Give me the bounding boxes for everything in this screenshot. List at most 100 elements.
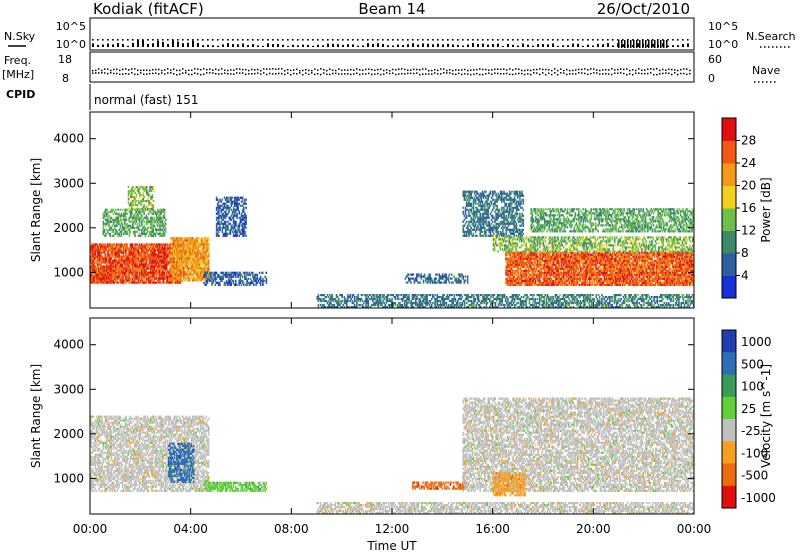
power-cell — [413, 281, 416, 284]
power-cell — [96, 267, 99, 270]
power-cell — [148, 195, 150, 199]
power-cell — [192, 265, 194, 268]
power-cell — [145, 255, 148, 258]
power-cell — [429, 299, 432, 303]
power-cell — [497, 212, 500, 215]
power-cell — [234, 281, 237, 284]
power-cell — [436, 297, 439, 301]
power-cell — [422, 297, 425, 301]
power-cell — [424, 305, 426, 308]
power-cell — [102, 228, 105, 231]
power-cell — [180, 243, 183, 246]
power-cell — [236, 200, 238, 203]
power-cell — [155, 271, 158, 274]
power-cell — [189, 279, 192, 282]
power-cell — [325, 295, 328, 299]
nave-dot — [383, 73, 385, 75]
nave-dot — [431, 73, 433, 75]
power-cell — [188, 265, 191, 268]
power-cell — [338, 301, 340, 305]
power-cell — [96, 245, 99, 248]
power-cell — [137, 265, 140, 268]
power-cell — [188, 271, 191, 274]
power-cell — [202, 259, 204, 262]
power-cell — [206, 263, 209, 266]
power-cell — [138, 220, 141, 223]
power-cell — [116, 253, 118, 256]
nsearch-dot — [397, 39, 399, 41]
freq-dot — [182, 68, 184, 70]
nave-dot — [533, 72, 535, 74]
power-cell — [476, 192, 478, 195]
power-cell — [153, 247, 156, 250]
nsky-bar — [267, 43, 269, 47]
power-cell — [428, 299, 431, 303]
power-cell — [145, 205, 148, 209]
power-cell — [455, 303, 458, 307]
power-cell — [158, 214, 160, 217]
power-cell — [400, 305, 402, 308]
power-cell — [138, 281, 141, 284]
power-cell — [185, 247, 187, 250]
nsky-bar — [654, 40, 656, 48]
power-cell — [505, 228, 508, 231]
power-cell — [130, 201, 132, 205]
power-cell — [137, 267, 140, 270]
power-cell — [97, 257, 100, 260]
nave-dot — [377, 72, 379, 75]
power-cell — [117, 249, 119, 252]
power-cell — [466, 281, 469, 284]
power-cell — [348, 295, 350, 299]
power-cell — [164, 245, 167, 248]
power-cell — [432, 293, 434, 297]
nsearch-dot — [167, 39, 169, 41]
power-cell — [216, 220, 219, 223]
power-cell — [117, 251, 119, 254]
power-cell — [171, 259, 174, 262]
power-cell — [201, 243, 203, 246]
nsearch-dot — [487, 39, 489, 41]
power-cell — [143, 249, 145, 252]
power-cell — [170, 257, 173, 260]
power-cell — [147, 245, 150, 248]
power-cell — [190, 257, 193, 260]
nsearch-dot — [287, 39, 289, 41]
power-cell — [203, 269, 205, 272]
power-cell — [218, 204, 220, 207]
power-cell — [175, 241, 177, 244]
power-cell — [327, 305, 330, 308]
power-cell — [482, 222, 485, 225]
power-cell — [179, 277, 182, 280]
power-cell — [163, 234, 166, 237]
power-cell — [198, 277, 201, 280]
power-cell — [334, 305, 337, 308]
power-cell — [186, 263, 188, 266]
power-cell — [508, 204, 511, 207]
power-cell — [455, 281, 458, 284]
power-cell — [465, 305, 468, 308]
power-cell — [145, 279, 148, 282]
nave-dot — [674, 72, 676, 74]
power-cell — [134, 247, 136, 250]
power-cell — [488, 194, 491, 197]
power-cell — [154, 232, 157, 235]
power-cell — [414, 277, 417, 280]
power-cell — [142, 187, 145, 191]
power-cell — [439, 295, 442, 299]
power-cell — [242, 281, 245, 284]
power-cell — [241, 210, 244, 213]
power-cell — [407, 305, 409, 308]
power-cell — [362, 301, 365, 305]
power-cell — [489, 224, 492, 227]
power-cell — [213, 271, 216, 274]
nsearch-dot — [122, 39, 124, 41]
power-cell — [109, 253, 111, 256]
power-cell — [91, 263, 93, 266]
power-cell — [497, 216, 500, 219]
power-cell — [173, 237, 176, 240]
power-cell — [137, 189, 140, 193]
power-cell — [168, 281, 170, 284]
power-cell — [466, 275, 469, 278]
power-cell — [379, 297, 382, 301]
power-cell — [103, 249, 106, 252]
